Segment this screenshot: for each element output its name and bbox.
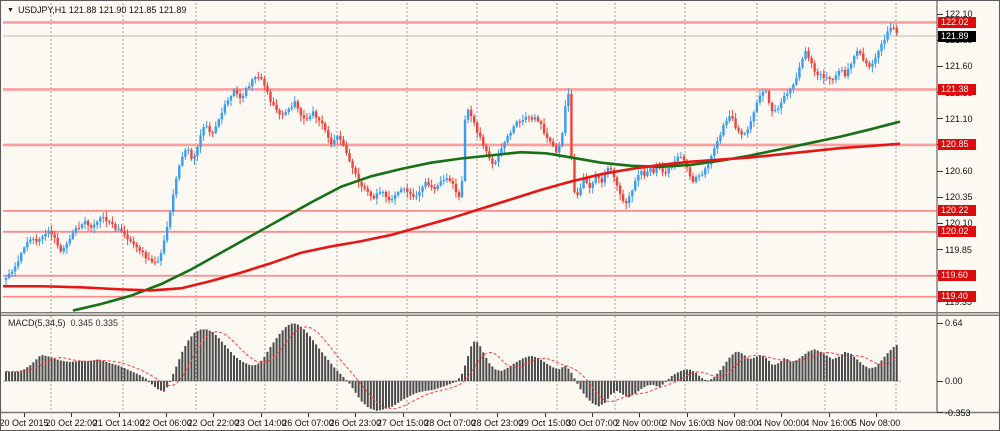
time-tick-mark [781,413,783,417]
time-tick-mark [686,413,688,417]
time-tick-mark [497,413,499,417]
time-tick-mark [450,413,451,417]
time-tick-label: 21 Oct 14:00 [92,418,145,428]
time-tick-label: 20 Oct 22:00 [45,418,98,428]
macd-tick-label: 0.00 [945,376,963,386]
price-tick-label: 120.10 [945,218,973,229]
sr-price-label: 119.40 [938,291,976,303]
macd-tick-mark [937,380,943,382]
symbol-collapse-icon[interactable]: ▼ [7,7,14,14]
time-tick-label: 28 Oct 07:00 [424,418,476,428]
time-tick-label: 2 Nov 00:00 [615,418,664,428]
time-tick-label: 2 Nov 16:00 [662,418,711,428]
macd-values: 0.345 0.335 [70,318,119,328]
price-tick-mark [937,249,943,251]
time-tick-label: 20 Oct 2015 [0,418,49,428]
time-tick-mark [828,413,830,417]
time-tick-label: 28 Oct 23:00 [471,418,524,428]
macd-tick-mark [937,322,943,324]
sr-price-label: 119.60 [938,270,976,282]
candlestick-panel[interactable] [1,3,937,312]
price-tick-mark [937,65,943,67]
time-tick-mark [308,413,309,417]
sr-price-label: 122.02 [938,16,976,28]
price-tick-label: 120.35 [945,192,973,203]
panel-separator[interactable] [1,312,1000,316]
macd-tick-label: -0.353 [945,407,971,418]
ma-green-line[interactable] [72,120,901,312]
time-tick-mark [639,413,641,417]
price-tick-label: 120.60 [945,166,973,177]
macd-panel[interactable] [3,316,901,412]
price-tick-label: 121.60 [945,61,973,72]
current-price-label: 121.89 [938,30,976,42]
candles-layer [4,22,898,286]
macd-tick-mark [937,412,943,414]
sr-price-label: 121.38 [938,83,976,95]
symbol-ohlc-values: 121.88 121.90 121.85 121.89 [68,5,187,15]
time-tick-label: 3 Nov 08:00 [709,418,759,428]
macd-tick-label: 0.64 [945,318,963,329]
time-tick-label: 26 Oct 23:00 [329,418,382,428]
macd-signal-line [5,326,898,410]
time-tick-mark [24,413,25,417]
symbol-info: ▼ USDJPY,H1 121.88 121.90 121.85 121.89 [7,5,186,15]
time-tick-mark [402,413,404,417]
time-tick-mark [118,413,120,417]
time-tick-mark [355,413,357,417]
time-tick-label: 30 Oct 07:00 [566,418,618,428]
price-tick-mark [937,118,943,120]
time-tick-label: 5 Nov 08:00 [851,418,901,428]
time-tick-mark [734,413,735,417]
price-tick-mark [937,170,943,172]
sr-price-label: 120.85 [938,139,976,151]
sr-price-label: 120.22 [938,205,976,217]
sr-price-label: 120.02 [938,226,976,238]
time-tick-mark [592,413,593,417]
time-tick-mark [213,413,215,417]
price-tick-label: 119.85 [945,244,972,255]
time-tick-label: 26 Oct 07:00 [282,418,334,428]
price-tick-mark [937,222,943,224]
macd-histogram [5,323,898,411]
time-tick-label: 27 Oct 15:00 [376,418,429,428]
time-tick-mark [166,413,167,417]
macd-indicator-label: MACD(5,34,5) 0.345 0.335 [8,318,118,328]
time-tick-label: 22 Oct 22:00 [187,418,240,428]
symbol-name: USDJPY,H1 [17,5,67,15]
time-tick-mark [71,413,73,417]
time-tick-label: 22 Oct 06:00 [140,418,192,428]
macd-name: MACD(5,34,5) [8,318,66,328]
time-tick-label: 4 Nov 16:00 [804,418,853,428]
time-tick-mark [544,413,546,417]
time-tick-mark [876,413,877,417]
price-tick-label: 121.10 [945,113,973,124]
time-tick-label: 29 Oct 15:00 [518,418,571,428]
ma-red-line[interactable] [1,142,901,292]
price-tick-mark [937,196,943,198]
time-tick-mark [260,413,262,417]
price-tick-mark [937,13,943,15]
price-tick-label: 122.10 [945,9,973,20]
time-tick-label: 23 Oct 14:00 [234,418,287,428]
time-tick-label: 4 Nov 00:00 [757,418,806,428]
